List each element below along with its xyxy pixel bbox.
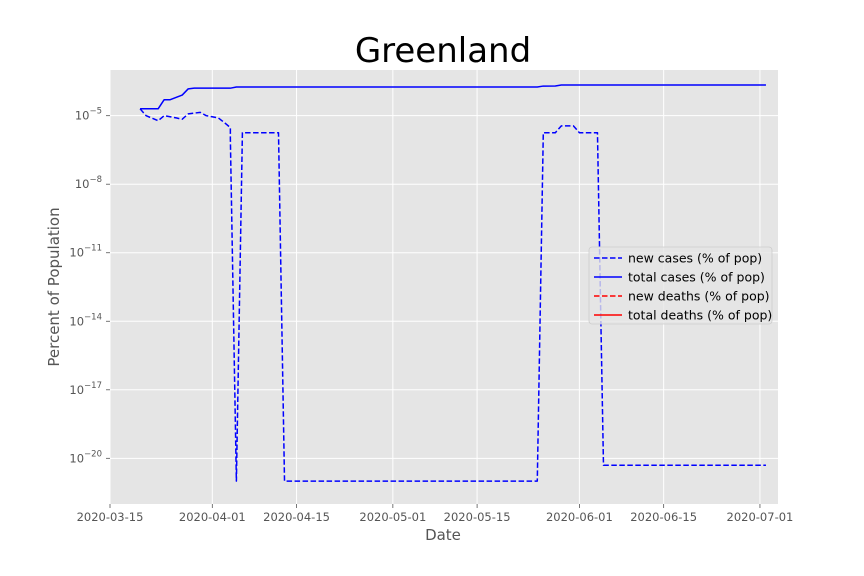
series-line-0 [139, 108, 766, 482]
x-tick-label: 2020-07-01 [727, 510, 794, 524]
y-tick-label: 10−20 [69, 449, 102, 465]
legend-label-2: new deaths (% of pop) [628, 289, 770, 304]
y-tick-label: 10−11 [69, 244, 102, 260]
legend-label-0: new cases (% of pop) [628, 251, 762, 266]
chart-title: Greenland [355, 31, 531, 71]
x-tick-label: 2020-04-15 [263, 510, 330, 524]
x-axis-label: Date [425, 526, 461, 544]
x-tick-label: 2020-04-01 [179, 510, 246, 524]
legend-box [588, 246, 773, 325]
series-line-1 [140, 84, 766, 110]
y-tick-label: 10−8 [75, 175, 102, 191]
x-tick-label: 2020-03-15 [77, 510, 144, 524]
y-axis-ticks: 10−5 10−8 10−11 10−14 10−17 10−20 [69, 107, 110, 465]
series-layer [139, 84, 766, 482]
x-tick-label: 2020-05-15 [444, 510, 511, 524]
legend-label-3: total deaths (% of pop) [628, 308, 772, 323]
y-axis-label: Percent of Population [45, 207, 63, 366]
x-tick-label: 2020-06-15 [630, 510, 697, 524]
x-tick-label: 2020-05-01 [359, 510, 426, 524]
y-tick-label: 10−17 [69, 381, 102, 397]
y-tick-label: 10−14 [69, 312, 102, 328]
legend-label-1: total cases (% of pop) [628, 270, 765, 285]
x-tick-label: 2020-06-01 [546, 510, 613, 524]
x-axis-ticks: 2020-03-15 2020-04-01 2020-04-15 2020-05-01… [77, 504, 794, 524]
legend: new cases (% of pop) total cases (% of po… [588, 246, 773, 325]
y-tick-label: 10−5 [75, 107, 102, 123]
